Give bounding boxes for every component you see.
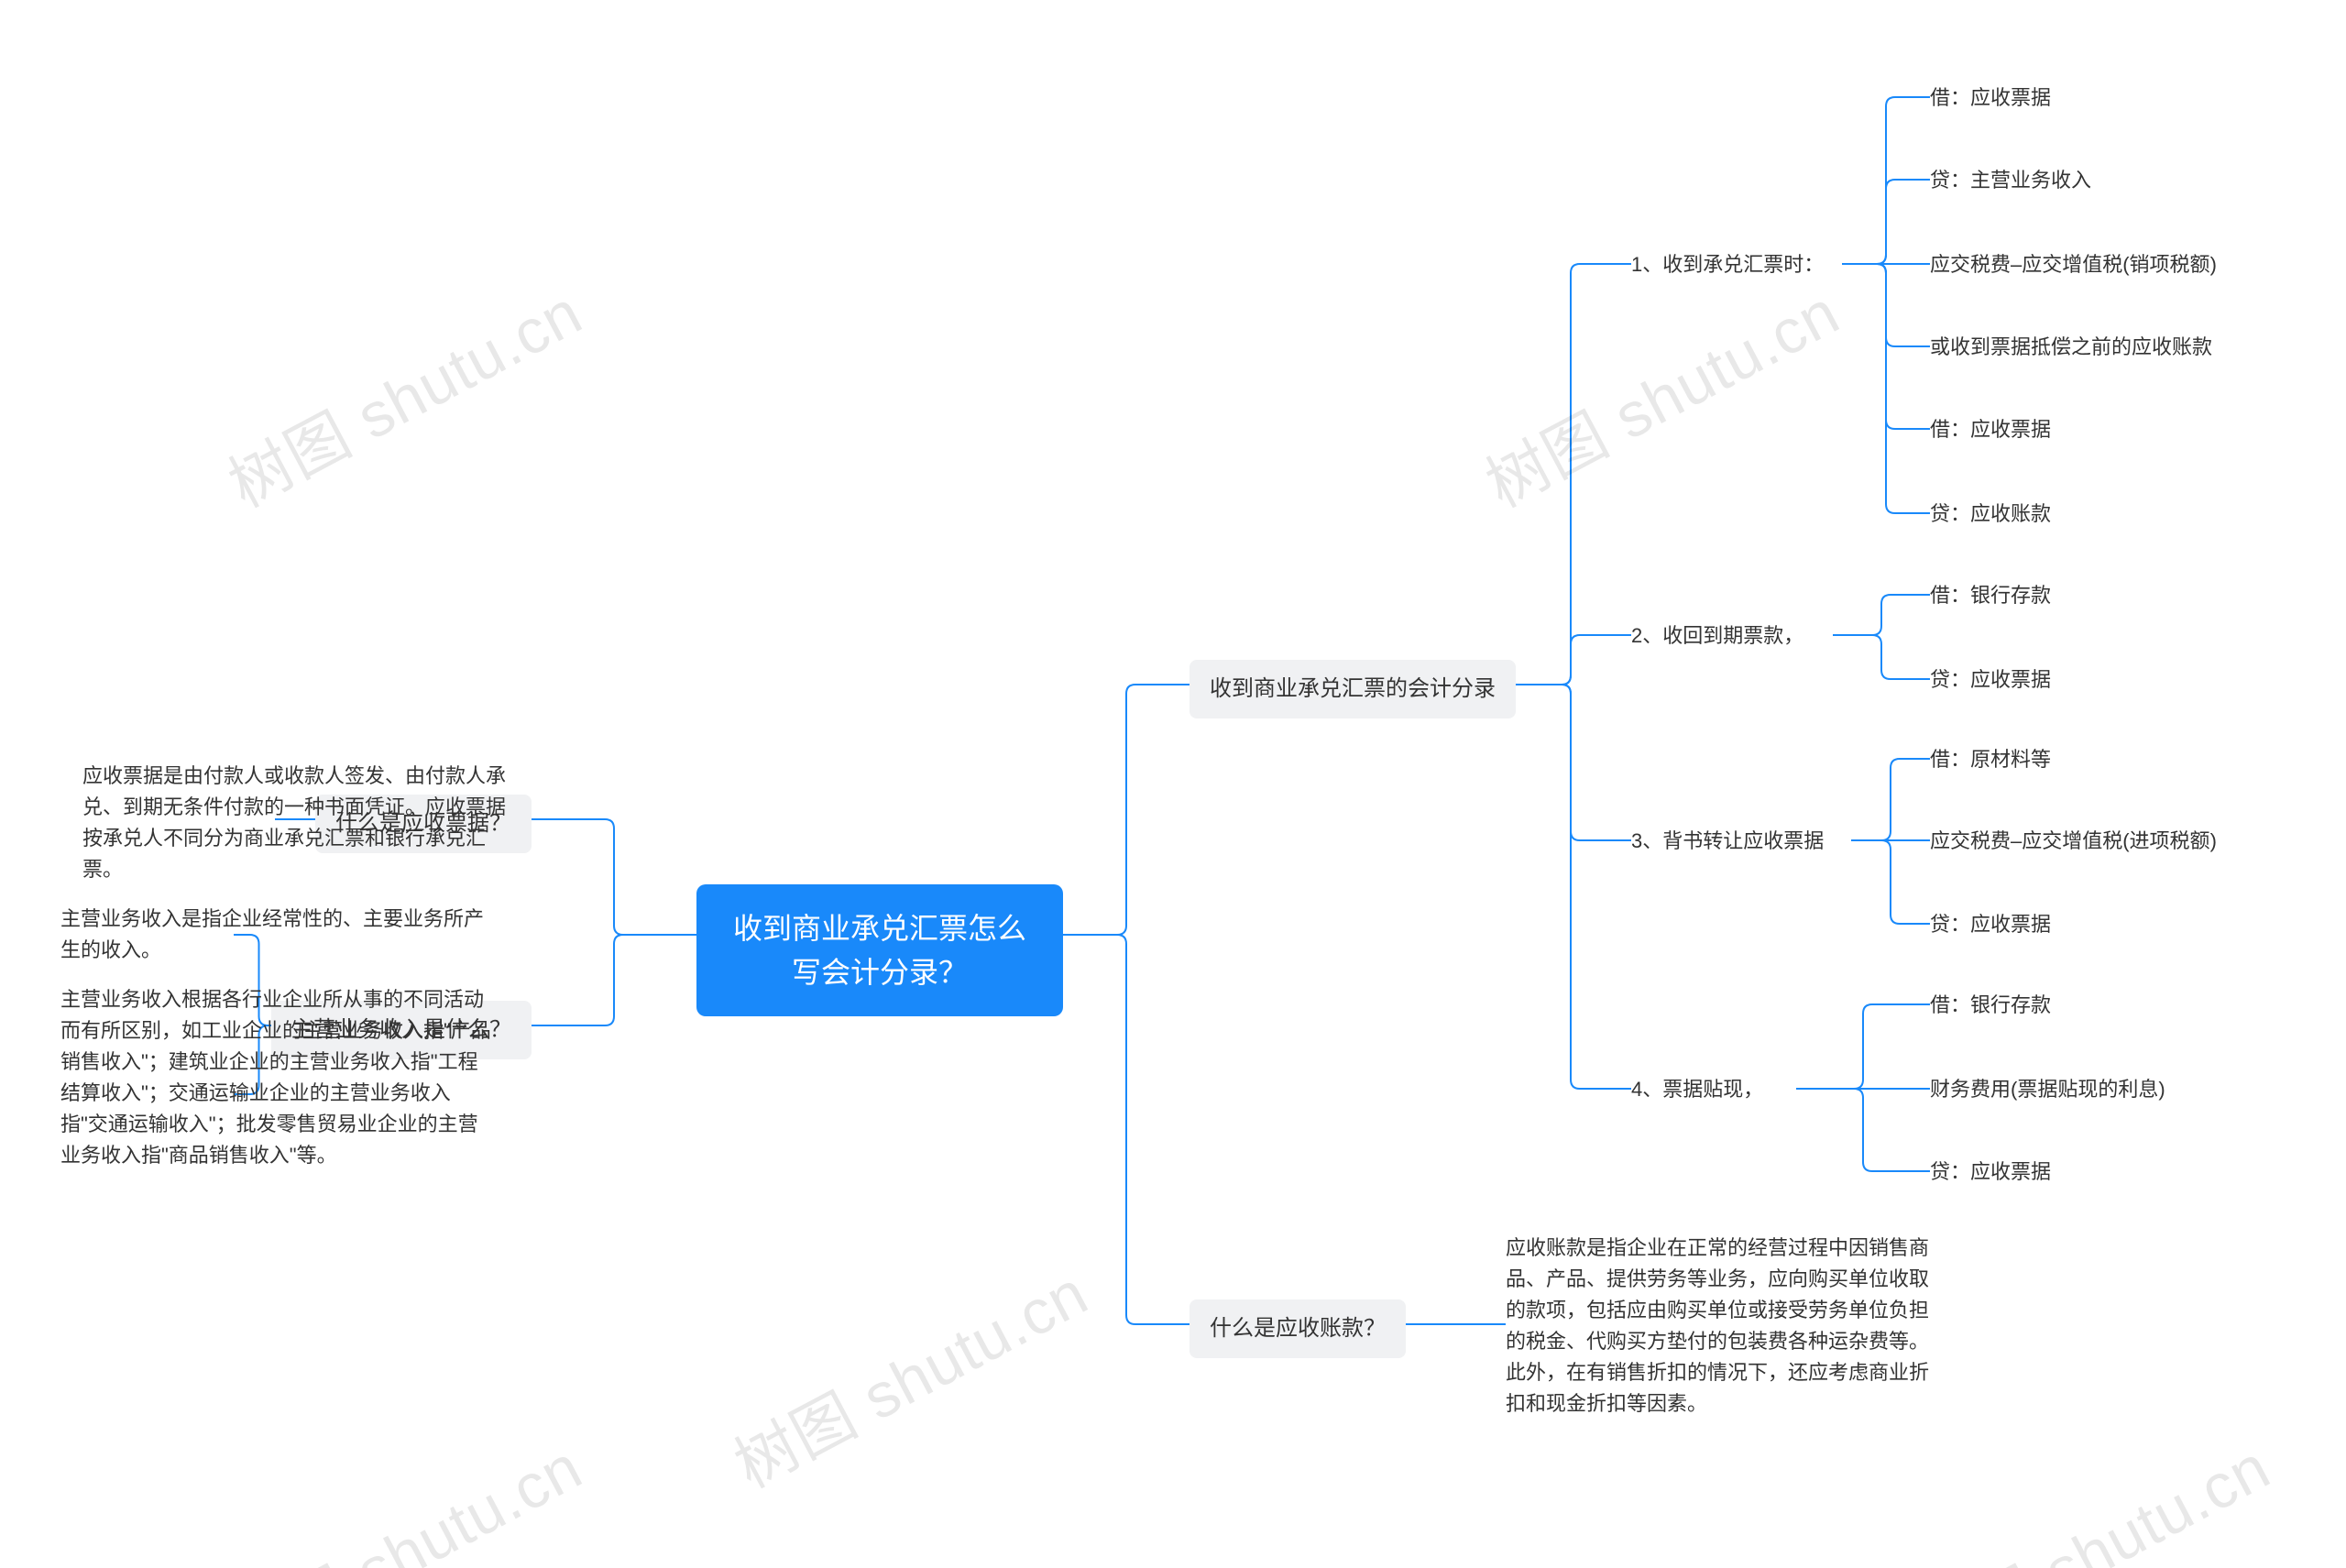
s4-leaf-1: 财务费用(票据贴现的利息) [1930, 1074, 2165, 1104]
leaf-main-revenue-def2: 主营业务收入根据各行业企业所从事的不同活动而有所区别，如工业企业的主营业务收入指… [60, 984, 491, 1172]
branch-what-is-accounts-receivable: 什么是应收账款？ [1189, 1299, 1406, 1358]
s1-leaf-5: 贷：应收账款 [1930, 499, 2051, 529]
s1-leaf-2: 应交税费–应交增值税(销项税额) [1930, 249, 2217, 280]
root-node: 收到商业承兑汇票怎么写会计分录？ [696, 884, 1063, 1016]
branch-accounting-entries: 收到商业承兑汇票的会计分录 [1189, 660, 1516, 718]
watermark: 树图 shutu.cn [211, 1418, 596, 1568]
s1-leaf-3: 或收到票据抵偿之前的应收账款 [1930, 332, 2212, 362]
leaf-main-revenue-def1: 主营业务收入是指企业经常性的、主要业务所产生的收入。 [60, 904, 491, 966]
sub-entry-3: 3、背书转让应收票据 [1631, 826, 1824, 856]
s3-leaf-1: 应交税费–应交增值税(进项税额) [1930, 826, 2217, 856]
s2-leaf-0: 借：银行存款 [1930, 580, 2051, 610]
s1-leaf-4: 借：应收票据 [1930, 414, 2051, 444]
s4-leaf-2: 贷：应收票据 [1930, 1157, 2051, 1187]
watermark: 树图 shutu.cn [717, 1244, 1102, 1506]
sub-entry-4: 4、票据贴现， [1631, 1074, 1763, 1104]
s1-leaf-1: 贷：主营业务收入 [1930, 165, 2091, 195]
leaf-notes-receivable-def: 应收票据是由付款人或收款人签发、由付款人承兑、到期无条件付款的一种书面凭证。应收… [82, 761, 513, 885]
watermark: 树图 shutu.cn [1899, 1418, 2284, 1568]
s3-leaf-0: 借：原材料等 [1930, 744, 2051, 774]
s2-leaf-1: 贷：应收票据 [1930, 664, 2051, 695]
watermark: 树图 shutu.cn [1468, 263, 1853, 525]
s3-leaf-2: 贷：应收票据 [1930, 909, 2051, 939]
watermark: 树图 shutu.cn [211, 263, 596, 525]
s4-leaf-0: 借：银行存款 [1930, 990, 2051, 1020]
s1-leaf-0: 借：应收票据 [1930, 82, 2051, 113]
leaf-accounts-receivable-def: 应收账款是指企业在正常的经营过程中因销售商品、产品、提供劳务等业务，应向购买单位… [1506, 1233, 1936, 1420]
sub-entry-1: 1、收到承兑汇票时： [1631, 249, 1824, 280]
sub-entry-2: 2、收回到期票款， [1631, 620, 1803, 651]
